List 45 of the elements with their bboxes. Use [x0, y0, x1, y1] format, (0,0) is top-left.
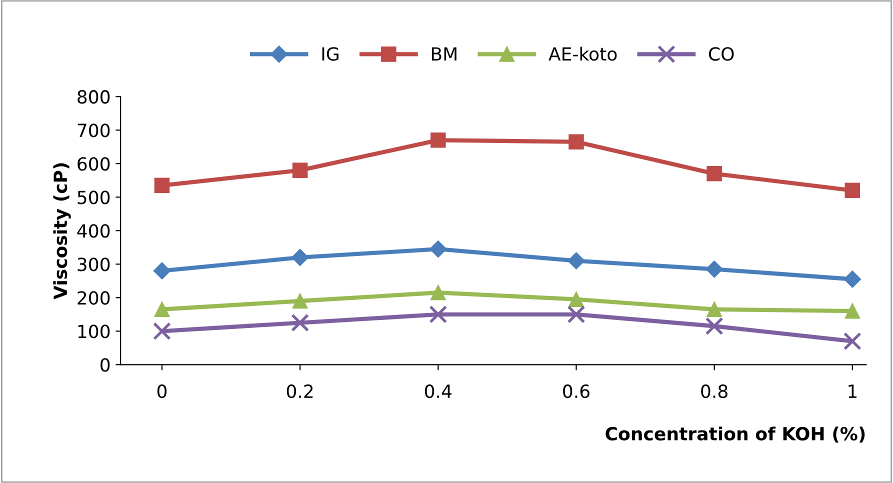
- x-tick-label: 1: [848, 384, 856, 398]
- point: [152, 322, 172, 340]
- y-tick-label: 700: [78, 124, 110, 138]
- y-tick-label: 400: [77, 224, 110, 238]
- legend-label: IG: [322, 47, 338, 61]
- y-axis-title: Viscosity (cP): [53, 163, 71, 300]
- point: [568, 252, 585, 270]
- point: [705, 317, 724, 336]
- point: [706, 302, 722, 318]
- point: [567, 305, 586, 324]
- point: [706, 166, 722, 182]
- point: [843, 332, 862, 350]
- y-tick-label: 500: [78, 190, 110, 204]
- point: [154, 178, 170, 194]
- point: [568, 292, 584, 307]
- point: [292, 162, 308, 178]
- point: [153, 262, 171, 280]
- y-tick-label: 600: [78, 157, 110, 171]
- y-tick-label: 100: [78, 324, 110, 338]
- y-tick-label: 800: [78, 90, 110, 104]
- legend-label: AE-koto: [548, 46, 617, 61]
- point: [292, 248, 309, 266]
- point: [292, 293, 308, 309]
- point: [430, 132, 446, 148]
- point: [844, 303, 860, 319]
- x-tick-label: 0.2: [286, 384, 313, 398]
- point: [430, 240, 447, 258]
- point: [844, 182, 860, 198]
- x-axis-title: Concentration of KOH (%): [606, 426, 865, 443]
- point: [154, 302, 170, 318]
- point: [568, 134, 584, 150]
- x-tick-label: 0: [157, 384, 167, 398]
- point: [429, 305, 448, 324]
- x-tick-label: 0.4: [424, 384, 452, 398]
- point: [706, 260, 723, 278]
- legend-label: CO: [708, 47, 734, 61]
- legend-label: BM: [432, 47, 456, 61]
- x-tick-label: 0.6: [563, 384, 590, 398]
- y-tick-label: 0: [100, 358, 110, 372]
- point: [844, 270, 861, 288]
- y-tick-label: 300: [78, 258, 110, 272]
- x-tick-label: 0.8: [701, 384, 728, 398]
- point: [291, 314, 310, 332]
- y-tick-label: 200: [78, 291, 110, 305]
- point: [430, 284, 446, 300]
